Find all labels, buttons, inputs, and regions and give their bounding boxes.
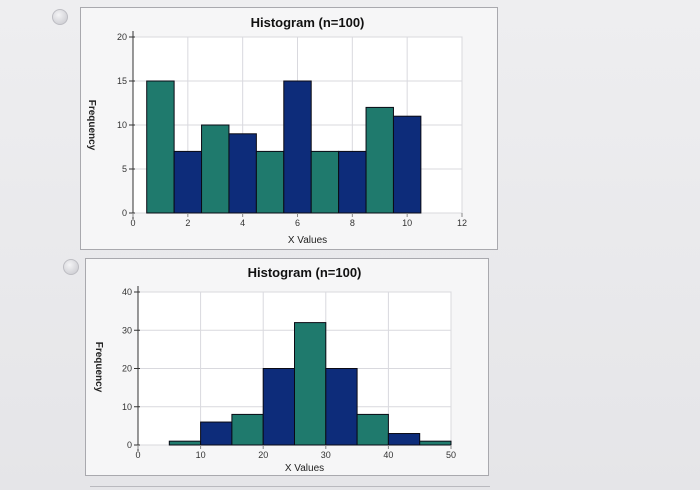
x-tick-label: 20 (258, 450, 268, 460)
chart-title: Histogram (n=100) (248, 265, 362, 280)
y-tick-label: 10 (122, 402, 132, 412)
histogram-bar (200, 421, 233, 446)
next-card-edge (90, 486, 490, 487)
histogram-bar (168, 440, 202, 446)
histogram-bar (228, 133, 257, 214)
y-tick-label: 5 (122, 164, 127, 174)
answer-radio-button-1[interactable] (52, 9, 68, 25)
y-axis-label: Frequency (93, 342, 104, 393)
x-tick-label: 40 (383, 450, 393, 460)
histogram-bar (173, 150, 203, 214)
histogram-bar (356, 413, 389, 446)
x-axis-label: X Values (285, 463, 324, 474)
y-tick-label: 40 (122, 287, 132, 297)
y-tick-label: 20 (117, 32, 127, 42)
y-tick-label: 30 (122, 325, 132, 335)
x-tick-label: 10 (196, 450, 206, 460)
x-tick-label: 0 (135, 450, 140, 460)
answer-card-2: 0 10 20 30 40 0 10 20 30 40 50 Histogram (n=100) X V… (85, 258, 489, 476)
chart-title: Histogram (n=100) (251, 15, 365, 30)
y-tick-label: 0 (122, 208, 127, 218)
histogram-chart-1: 0 5 10 15 20 0 2 4 6 8 10 12 Histogram (n=100) X Valu… (86, 15, 467, 246)
x-tick-label: 12 (457, 218, 467, 228)
histogram-bar (392, 115, 422, 214)
histogram-bar (283, 80, 312, 214)
histogram-bar (310, 150, 340, 214)
histogram-bar (338, 150, 367, 214)
y-axis-label: Frequency (86, 100, 97, 151)
x-tick-label: 6 (295, 218, 300, 228)
x-tick-label: 50 (446, 450, 456, 460)
histogram-bar (294, 322, 327, 446)
histogram-bar (201, 124, 230, 214)
answer-radio-button-2[interactable] (63, 259, 79, 275)
x-axis-label: X Values (288, 235, 327, 246)
histogram-bar (255, 150, 285, 214)
x-tick-label: 0 (130, 218, 135, 228)
histogram-bar (262, 368, 295, 446)
histogram-bar (365, 106, 394, 214)
answer-card-1: 0 5 10 15 20 0 2 4 6 8 10 12 Histogram (n=100) X Valu… (80, 7, 498, 250)
y-tick-label: 20 (122, 364, 132, 374)
histogram-bar (419, 440, 452, 446)
x-tick-label: 2 (185, 218, 190, 228)
x-tick-label: 10 (402, 218, 412, 228)
histogram-bar (387, 433, 421, 446)
histogram-chart-2: 0 10 20 30 40 0 10 20 30 40 50 Histogram (n=100) X V… (93, 265, 456, 474)
histogram-bar (231, 413, 264, 446)
y-tick-label: 10 (117, 120, 127, 130)
x-tick-label: 4 (240, 218, 245, 228)
histogram-bar (325, 368, 358, 446)
histogram-bar (146, 80, 175, 214)
y-tick-label: 0 (127, 440, 132, 450)
x-tick-label: 8 (350, 218, 355, 228)
y-tick-label: 15 (117, 76, 127, 86)
x-tick-label: 30 (321, 450, 331, 460)
